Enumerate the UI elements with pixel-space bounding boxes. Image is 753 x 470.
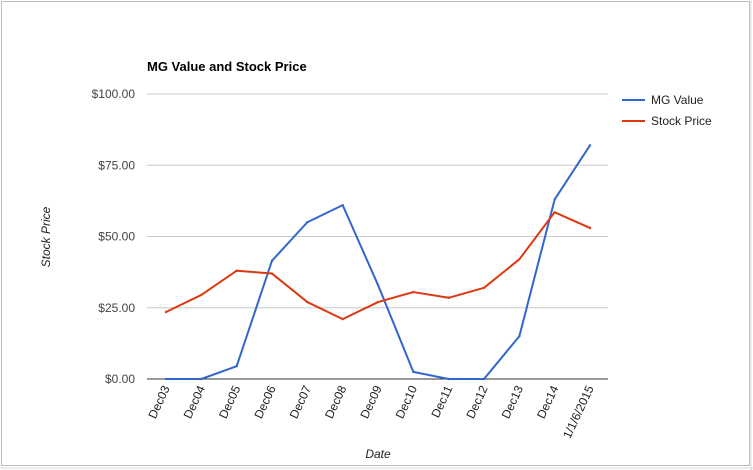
data-point[interactable] [235,364,238,368]
data-point[interactable] [341,203,344,207]
x-tick-label: Dec08 [322,383,349,421]
data-point[interactable] [447,296,450,299]
data-point[interactable] [164,310,168,314]
data-point[interactable] [518,335,521,338]
x-tick-label: 1/1/6/2015 [560,383,597,441]
x-tick-label: Dec13 [499,383,526,421]
data-point[interactable] [588,144,592,147]
data-point[interactable] [482,377,486,381]
data-point[interactable] [200,293,203,297]
x-tick-label: Dec06 [251,383,278,421]
y-tick-label: $0.00 [105,372,135,386]
chart-title: MG Value and Stock Price [147,59,307,74]
data-point[interactable] [164,377,168,381]
series-lines [164,144,592,381]
data-point[interactable] [341,317,344,321]
x-tick-label: Dec12 [463,383,490,421]
y-tick-label: $100.00 [92,87,136,101]
data-point[interactable] [376,283,380,287]
y-axis-tick-labels: $0.00 $25.00 $50.00 $75.00 $100.00 [92,87,136,386]
legend[interactable]: MG Value Stock Price [622,93,712,128]
legend-label: Stock Price [651,114,712,128]
data-point[interactable] [200,377,203,381]
data-point[interactable] [553,198,556,201]
data-point[interactable] [553,211,556,214]
data-point[interactable] [235,269,238,272]
legend-label: MG Value [651,93,704,107]
y-axis-title: Stock Price [39,206,53,267]
data-point[interactable] [270,259,274,262]
x-tick-label: Dec05 [216,383,243,421]
x-tick-label: Dec14 [534,383,561,421]
y-tick-label: $75.00 [98,158,135,172]
data-point[interactable] [412,370,415,374]
x-tick-label: Dec11 [428,383,455,420]
x-tick-label: Dec03 [145,383,172,421]
chart-svg: MG Value and Stock Price $0.00 $25.00 $50.… [39,59,712,461]
data-point[interactable] [588,226,592,230]
data-point[interactable] [447,377,450,381]
series-line-mg-value[interactable] [166,144,591,380]
data-point[interactable] [412,290,415,294]
x-tick-label: Dec09 [357,383,384,421]
data-point[interactable] [518,258,521,261]
x-tick-label: Dec07 [287,383,314,421]
data-point[interactable] [376,300,380,304]
data-point[interactable] [482,286,486,289]
x-axis-tick-labels: Dec03 Dec04 Dec05 Dec06 Dec07 Dec08 Dec09 Dec10… [145,383,596,441]
x-tick-label: Dec04 [181,383,208,421]
data-point[interactable] [306,300,309,304]
y-tick-label: $25.00 [98,301,135,315]
x-tick-label: Dec10 [393,383,420,421]
y-tick-label: $50.00 [98,230,135,244]
data-point[interactable] [270,272,274,275]
data-point[interactable] [306,221,309,224]
gridlines [147,93,608,380]
x-axis-title: Date [365,447,391,461]
